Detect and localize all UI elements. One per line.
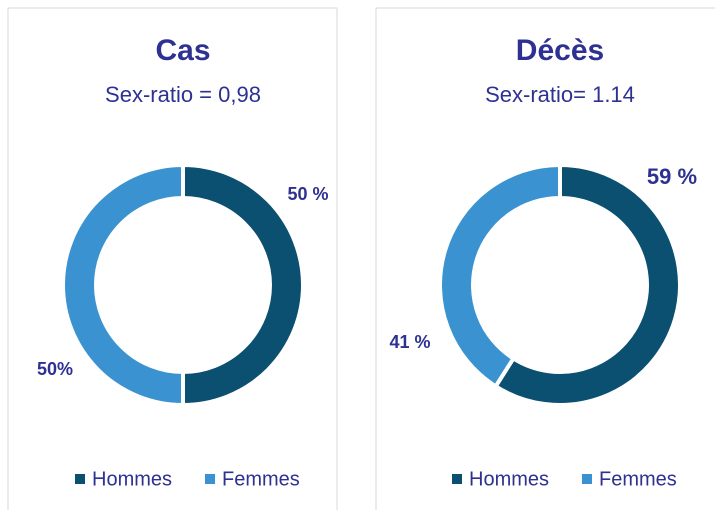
legend-swatch [205, 474, 215, 484]
legend-swatch [582, 474, 592, 484]
donut-segment [181, 162, 305, 408]
chart-title: Décès [516, 34, 604, 67]
data-label: 50 % [287, 184, 328, 204]
legend-label: Hommes [92, 468, 172, 490]
legend-label: Femmes [599, 468, 677, 490]
data-label: 41 % [389, 332, 430, 352]
data-label: 59 % [647, 164, 697, 189]
panel [375, 7, 715, 510]
legend-swatch [75, 474, 85, 484]
donut-segment [61, 162, 185, 408]
panel [7, 7, 338, 510]
donut-segment [438, 162, 562, 390]
legend-swatch [452, 474, 462, 484]
legend-label: Hommes [469, 468, 549, 490]
donut-segment [492, 162, 682, 407]
chart-subtitle: Sex-ratio= 1.14 [485, 82, 635, 107]
chart-title: Cas [155, 34, 210, 67]
chart-subtitle: Sex-ratio = 0,98 [105, 82, 261, 107]
data-label: 50% [37, 359, 73, 379]
legend-label: Femmes [222, 468, 300, 490]
